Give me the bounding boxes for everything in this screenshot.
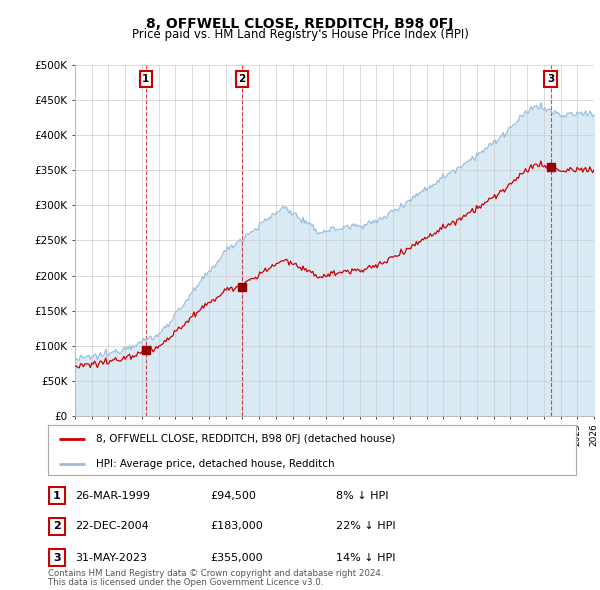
Text: £355,000: £355,000 bbox=[210, 553, 263, 562]
Text: Contains HM Land Registry data © Crown copyright and database right 2024.: Contains HM Land Registry data © Crown c… bbox=[48, 569, 383, 578]
Text: Price paid vs. HM Land Registry's House Price Index (HPI): Price paid vs. HM Land Registry's House … bbox=[131, 28, 469, 41]
FancyBboxPatch shape bbox=[49, 549, 65, 566]
Text: 31-MAY-2023: 31-MAY-2023 bbox=[75, 553, 147, 562]
Text: £94,500: £94,500 bbox=[210, 491, 256, 500]
Text: 3: 3 bbox=[547, 74, 554, 84]
Text: 22% ↓ HPI: 22% ↓ HPI bbox=[336, 522, 395, 531]
Text: 2: 2 bbox=[53, 522, 61, 531]
Text: 8, OFFWELL CLOSE, REDDITCH, B98 0FJ: 8, OFFWELL CLOSE, REDDITCH, B98 0FJ bbox=[146, 17, 454, 31]
Text: £183,000: £183,000 bbox=[210, 522, 263, 531]
Text: 2: 2 bbox=[238, 74, 246, 84]
Text: HPI: Average price, detached house, Redditch: HPI: Average price, detached house, Redd… bbox=[95, 459, 334, 469]
Text: 22-DEC-2004: 22-DEC-2004 bbox=[75, 522, 149, 531]
Text: 14% ↓ HPI: 14% ↓ HPI bbox=[336, 553, 395, 562]
Text: 8, OFFWELL CLOSE, REDDITCH, B98 0FJ (detached house): 8, OFFWELL CLOSE, REDDITCH, B98 0FJ (det… bbox=[95, 434, 395, 444]
Text: 1: 1 bbox=[142, 74, 149, 84]
Text: This data is licensed under the Open Government Licence v3.0.: This data is licensed under the Open Gov… bbox=[48, 578, 323, 587]
Text: 1: 1 bbox=[53, 491, 61, 500]
FancyBboxPatch shape bbox=[49, 487, 65, 504]
Text: 3: 3 bbox=[53, 553, 61, 562]
Text: 26-MAR-1999: 26-MAR-1999 bbox=[75, 491, 150, 500]
FancyBboxPatch shape bbox=[49, 518, 65, 535]
Text: 8% ↓ HPI: 8% ↓ HPI bbox=[336, 491, 389, 500]
